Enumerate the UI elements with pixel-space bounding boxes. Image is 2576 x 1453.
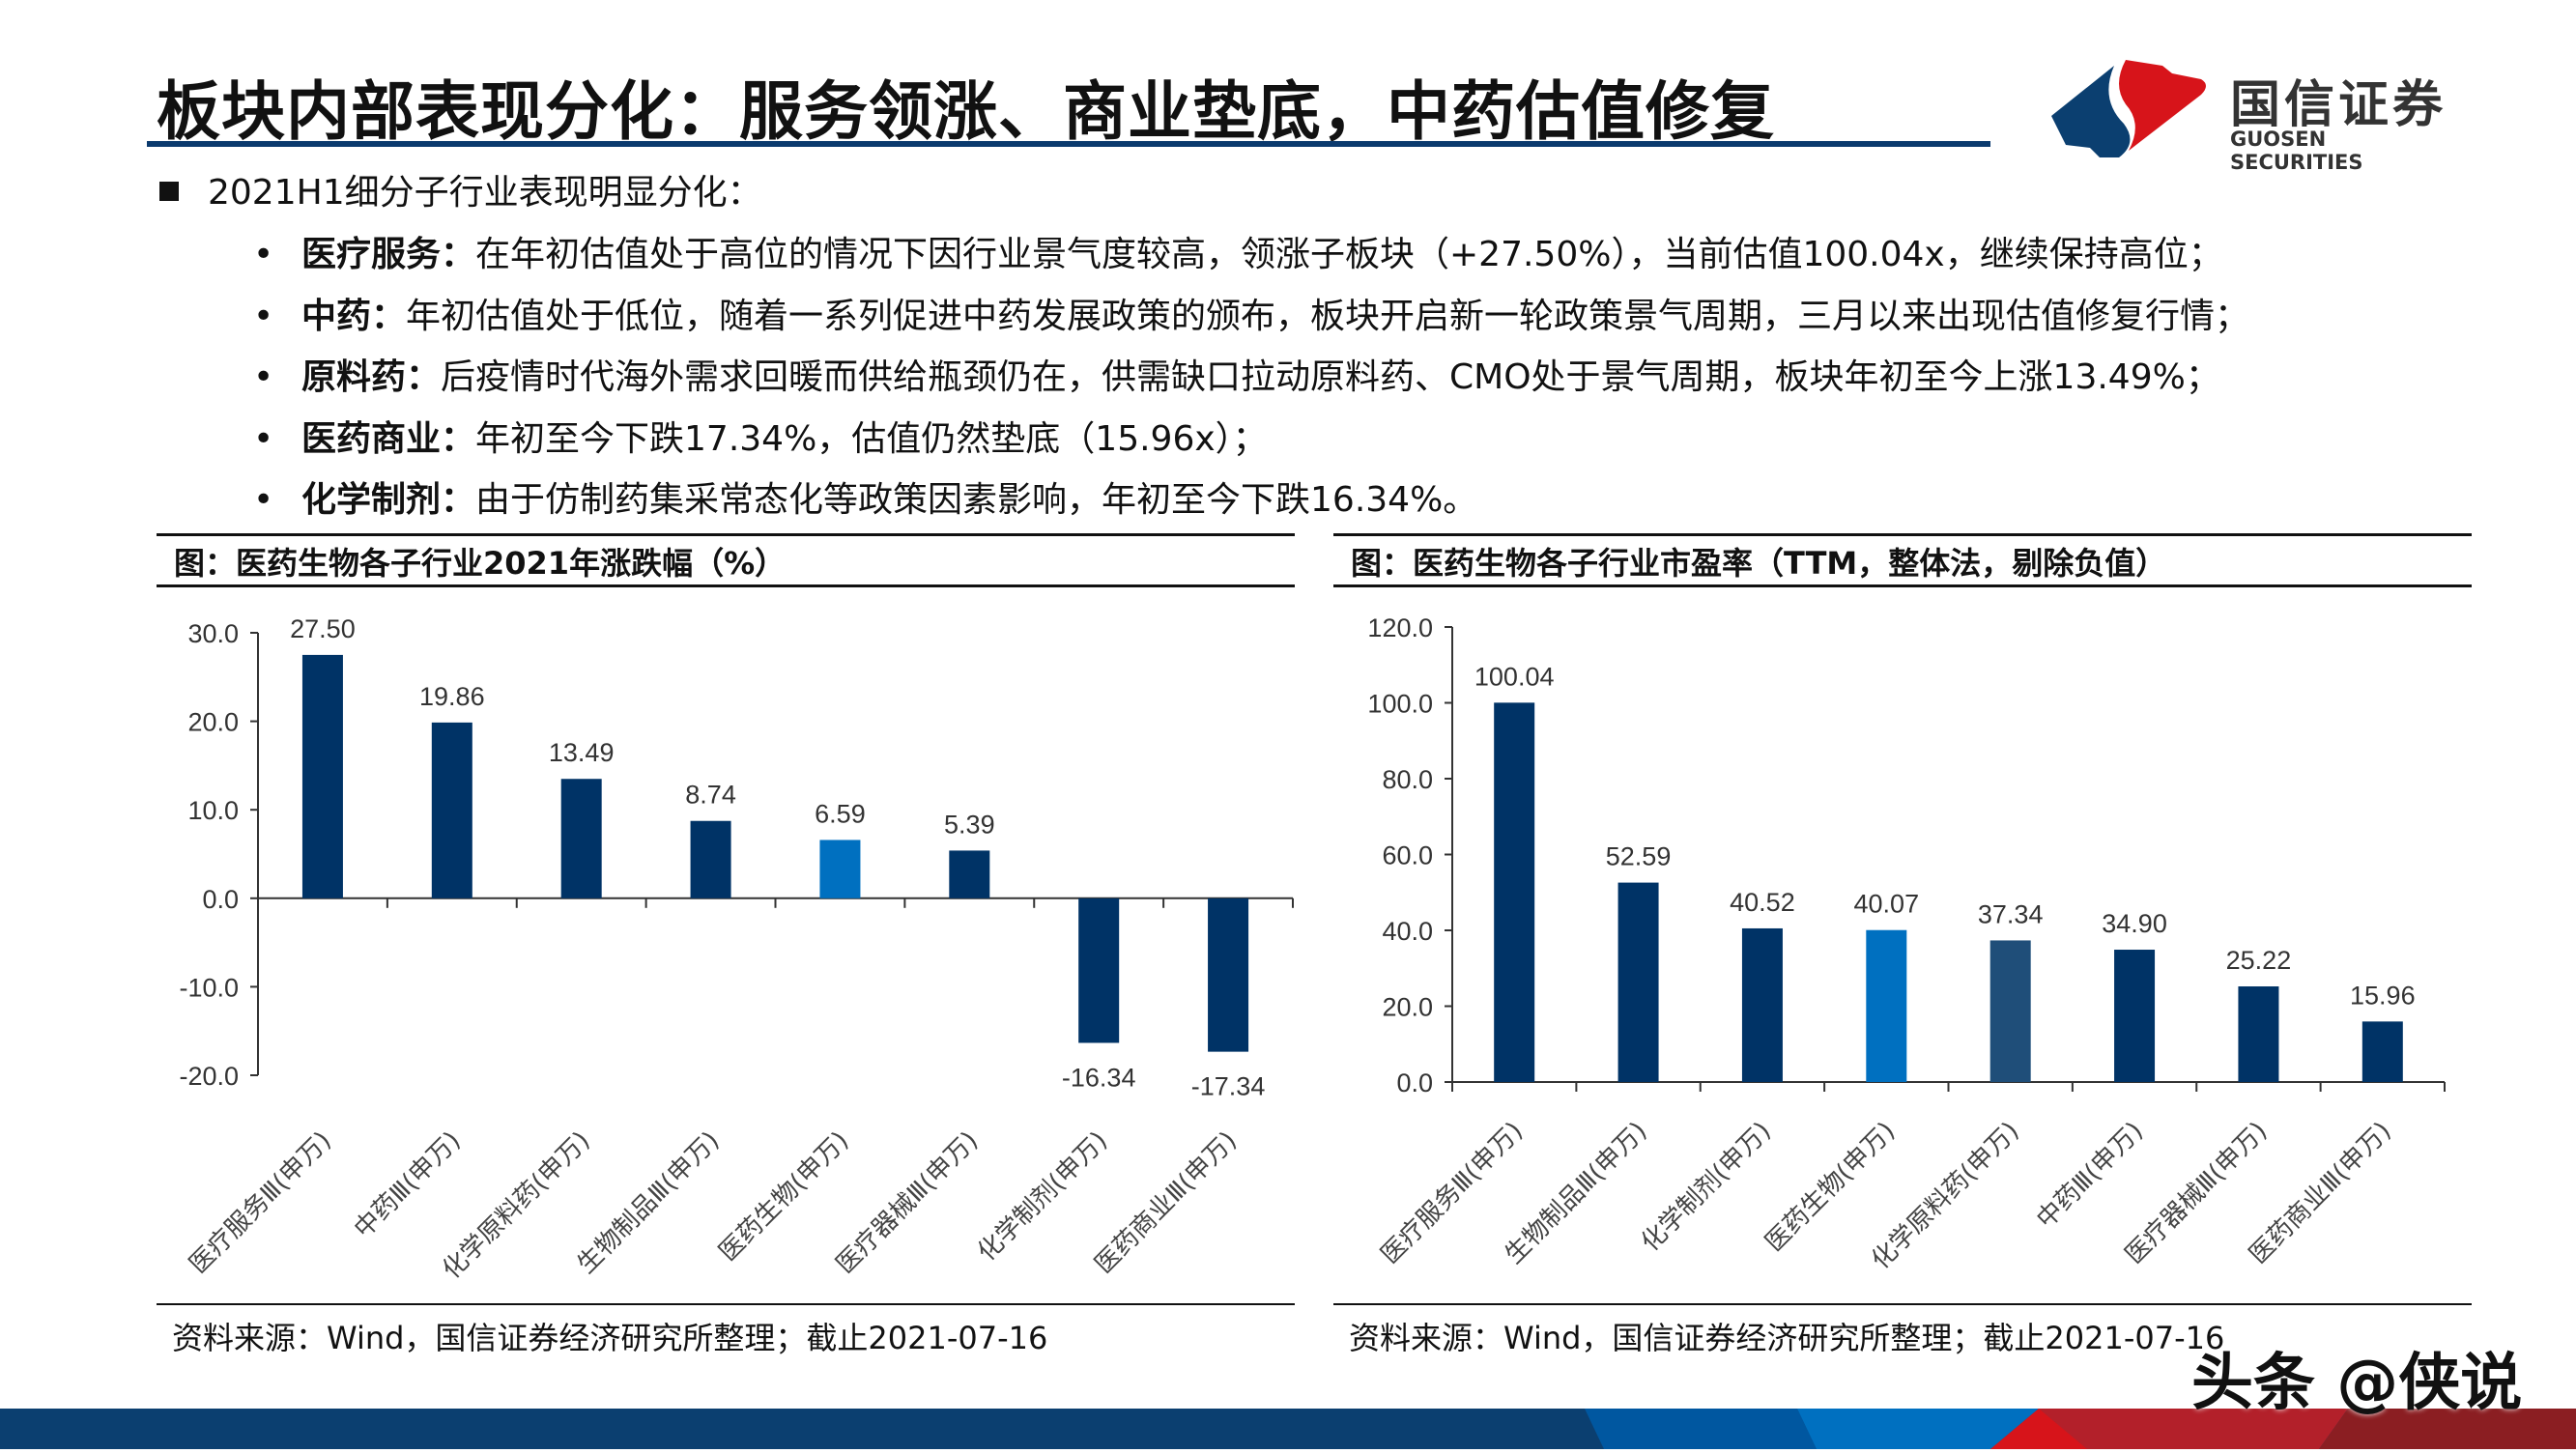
category-label: 中药Ⅲ(申万) [349,1126,467,1244]
bullet-dot-icon: • [253,418,274,459]
chart-panel-change: 图：医药生物各子行业2021年涨跌幅（%） 30.0 20.0 10.0 0.0 -10… [157,533,1295,1356]
data-label: -17.34 [1191,1072,1266,1101]
data-label: 100.04 [1474,662,1555,691]
data-label: 40.07 [1854,890,1920,919]
bullet-text: 后疫情时代海外需求回暖而供给瓶颈仍在，供需缺口拉动原料药、CMO处于景气周期，板… [441,357,2220,397]
footer-band [0,1409,2576,1449]
page-title: 板块内部表现分化：服务领涨、商业垫底，中药估值修复 [157,74,1775,149]
y-tick-label: 100.0 [1367,690,1433,719]
bullet-dot-icon: • [253,480,274,520]
y-tick-label: 120.0 [1367,613,1433,642]
bullet-text: 由于仿制药集采常态化等政策因素影响，年初至今下跌16.34%。 [475,480,1478,520]
bar [1989,940,2031,1082]
y-tick-label: -20.0 [179,1062,239,1091]
data-label: 52.59 [1606,842,1672,871]
bullet-dot-icon: • [253,235,274,274]
data-label: 8.74 [685,781,736,810]
bullet-item: • 原料药：后疫情时代海外需求回暖而供给瓶颈仍在，供需缺口拉动原料药、CMO处于景… [253,347,2249,409]
y-tick-label: 60.0 [1382,841,1433,870]
bullet-item: • 医疗服务：在年初估值处于高位的情况下因行业景气度较高，领涨子板块（+27.50… [253,224,2249,286]
bullet-item: • 中药：年初估值处于低位，随着一系列促进中药发展政策的颁布，板块开启新一轮政策景… [253,286,2249,348]
bullet-list: • 医疗服务：在年初估值处于高位的情况下因行业景气度较高，领涨子板块（+27.50… [253,224,2249,531]
bar [1741,927,1783,1082]
bar [1208,897,1249,1052]
y-tick-label: 20.0 [1382,993,1433,1022]
logo-mark-icon [2051,60,2206,157]
bar [1494,702,1535,1082]
data-label: 40.52 [1730,888,1795,917]
data-label: -16.34 [1062,1063,1136,1092]
data-label: 15.96 [2350,981,2416,1010]
chart-source: 资料来源：Wind，国信证券经济研究所整理；截止2021-07-16 [172,1320,1048,1356]
data-label: 13.49 [549,738,615,767]
category-label: 化学制剂(申万) [1636,1117,1777,1258]
y-tick-label: 40.0 [1382,917,1433,946]
data-label: 25.22 [2226,946,2292,975]
footer-decoration [1585,1409,2576,1449]
y-tick-label: 0.0 [1396,1068,1433,1097]
lead-text: 2021H1细分子行业表现明显分化： [208,173,762,213]
bullet-item: • 化学制剂：由于仿制药集采常态化等政策因素影响，年初至今下跌16.34%。 [253,470,2249,531]
category-label: 化学制剂(申万) [972,1126,1113,1268]
bar [819,840,861,898]
divider [157,1303,1295,1305]
bullet-heading: 医疗服务： [301,235,476,274]
bullet-heading: 医药商业： [301,418,476,459]
bar [2238,986,2279,1082]
square-bullet-icon [159,182,179,201]
y-tick-label: 0.0 [202,885,239,914]
category-label: 中药Ⅲ(申万) [2031,1117,2149,1235]
logo-text-en: GUOSEN SECURITIES [2230,128,2363,174]
bar [1617,882,1659,1082]
bullet-item: • 医药商业：年初至今下跌17.34%，估值仍然垫底（15.96x）； [253,409,2249,470]
bar [949,850,990,898]
category-label: 医疗器械Ⅲ(申万) [831,1126,985,1280]
logo-text-cn: 国信证券 [2230,76,2447,134]
chart-change-pct: 30.0 20.0 10.0 0.0 -10.0 -20.0 27.50 医疗服务Ⅲ(申万) 1… [179,614,1294,1285]
guosen-logo: 国信证券 GUOSEN SECURITIES [2046,56,2452,174]
bar [560,779,602,898]
bar [301,654,343,898]
bar [431,722,472,898]
y-tick-label: 30.0 [187,619,239,648]
y-tick-label: -10.0 [179,973,239,1002]
bar [690,820,731,898]
bar [1078,897,1120,1043]
lead-point: 2021H1细分子行业表现明显分化： [159,164,762,214]
data-label: 6.59 [815,799,866,828]
y-tick-label: 80.0 [1382,765,1433,794]
bar [2114,950,2156,1082]
y-tick-label: 10.0 [187,796,239,825]
chart-title: 图：医药生物各子行业2021年涨跌幅（%） [157,533,1295,587]
category-label: 医疗服务Ⅲ(申万) [184,1126,337,1280]
bullet-text: 在年初估值处于高位的情况下因行业景气度较高，领涨子板块（+27.50%），当前估… [475,235,2223,274]
category-label: 生物制品Ⅲ(申万) [572,1126,726,1280]
bar [1866,929,1907,1082]
bullet-heading: 中药： [301,296,407,336]
bullet-heading: 原料药： [301,357,442,397]
data-label: 27.50 [290,614,356,643]
bullet-dot-icon: • [253,357,274,397]
category-label: 医药生物(申万) [714,1126,855,1268]
category-label: 医药商业Ⅲ(申万) [1089,1126,1243,1280]
y-tick-label: 20.0 [187,708,239,737]
data-label: 34.90 [2102,909,2167,938]
chart-panel-pe: 图：医药生物各子行业市盈率（TTM，整体法，剔除负值） 120.0 100.0 80… [1333,533,2472,1356]
chart-source: 资料来源：Wind，国信证券经济研究所整理；截止2021-07-16 [1349,1320,2225,1356]
divider [1333,1303,2472,1305]
bullet-heading: 化学制剂： [301,480,476,520]
data-label: 19.86 [419,682,485,711]
watermark: 头条 @侠说 [2191,1348,2523,1419]
bullet-dot-icon: • [253,296,274,336]
bar [2361,1021,2403,1082]
chart-title: 图：医药生物各子行业市盈率（TTM，整体法，剔除负值） [1333,533,2472,587]
data-label: 37.34 [1978,899,2044,928]
bullet-text: 年初至今下跌17.34%，估值仍然垫底（15.96x）； [475,418,1268,459]
chart-pe-ttm: 120.0100.080.060.040.020.00.0100.04医疗服务Ⅲ… [1367,613,2446,1275]
title-underline [147,141,1990,147]
category-label: 医药生物(申万) [1760,1117,1901,1258]
data-label: 5.39 [944,810,995,839]
bullet-text: 年初估值处于低位，随着一系列促进中药发展政策的颁布，板块开启新一轮政策景气周期，… [406,296,2250,336]
